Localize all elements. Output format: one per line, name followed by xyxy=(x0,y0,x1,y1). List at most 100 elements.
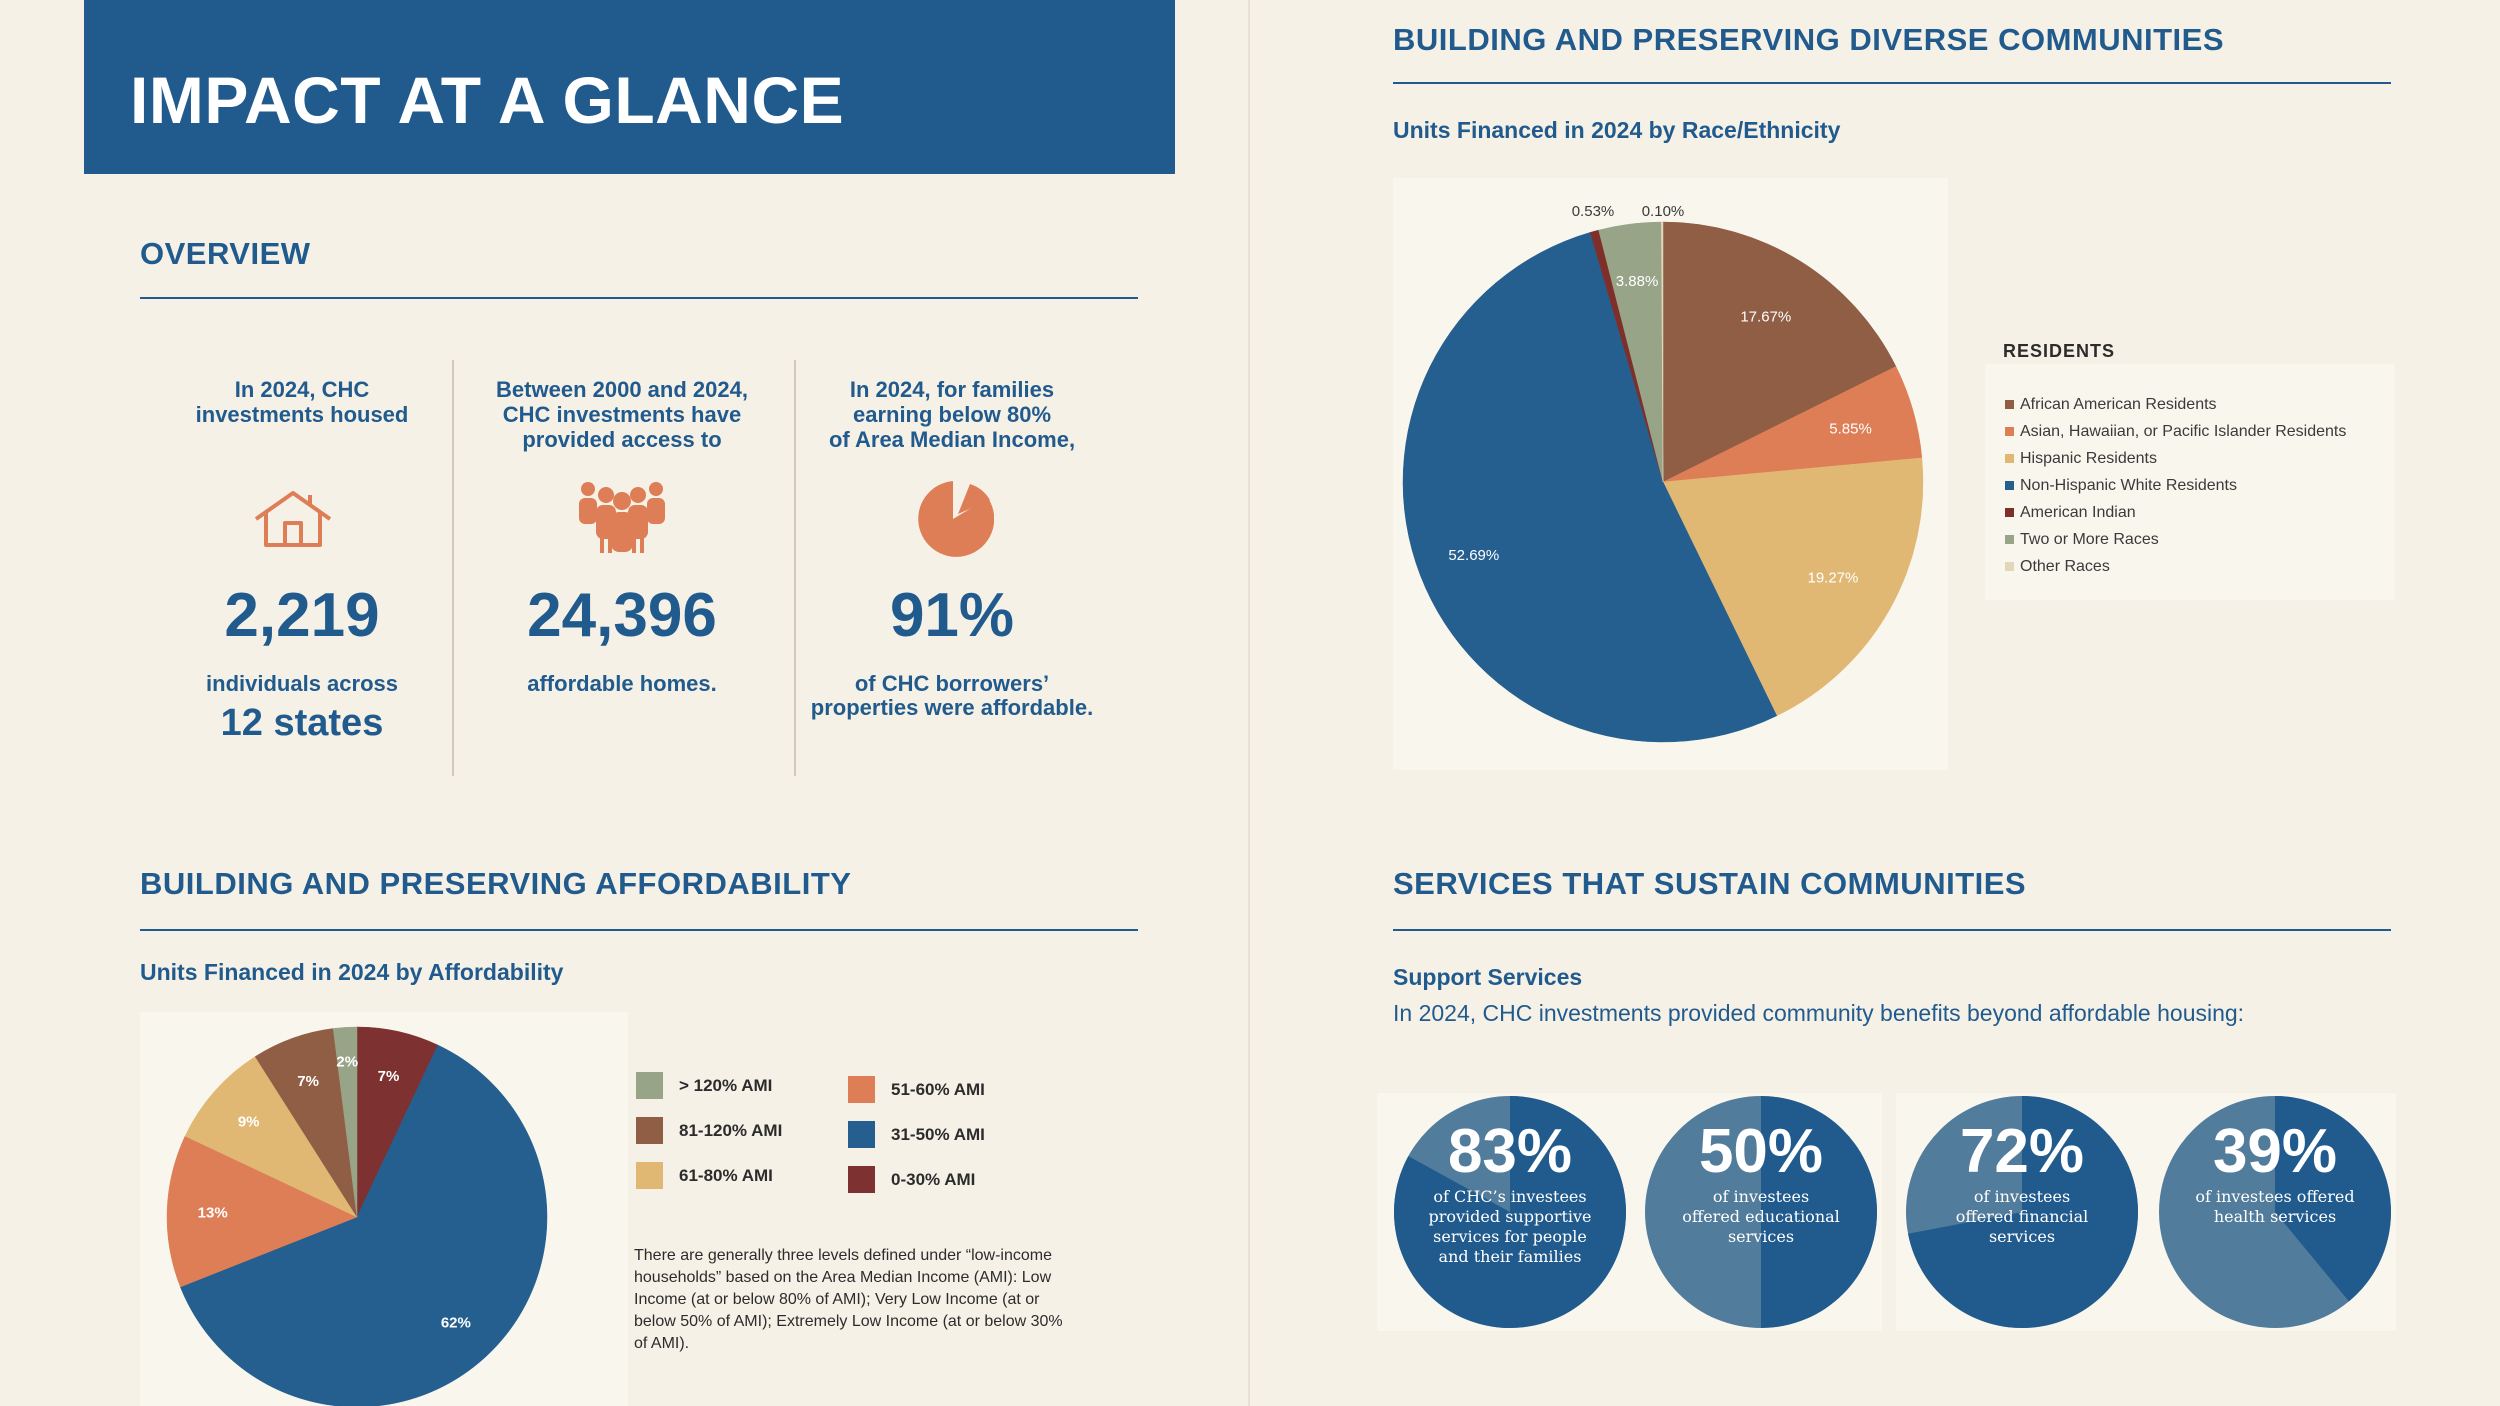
legend-swatch xyxy=(2005,535,2014,544)
pie-slice xyxy=(1661,221,1664,483)
service-caption-line: services for people xyxy=(1433,1227,1587,1246)
stat-2-intro-line: Between 2000 and 2024, xyxy=(496,377,748,402)
legend-item: African American Residents xyxy=(2005,391,2346,418)
slice-label: 0.53% xyxy=(1572,203,1615,220)
service-circle-fill xyxy=(1908,1096,2138,1328)
legend-swatch xyxy=(2005,400,2014,409)
slice-label: 0.10% xyxy=(1642,203,1685,220)
overview-rule xyxy=(140,297,1138,299)
legend-item: Non-Hispanic White Residents xyxy=(2005,472,2346,499)
title-banner xyxy=(84,0,1175,174)
service-caption-line: provided supportive xyxy=(1428,1207,1592,1226)
house-icon xyxy=(254,491,332,547)
legend-label: > 120% AMI xyxy=(679,1075,773,1095)
affordability-title: BUILDING AND PRESERVING AFFORDABILITY xyxy=(140,866,852,901)
pie-slice xyxy=(1402,232,1778,743)
legend-swatch xyxy=(2005,481,2014,490)
legend-item: 51-60% AMI xyxy=(848,1076,985,1103)
service-caption-line: offered educational xyxy=(1682,1207,1840,1226)
stat-3-value: 91% xyxy=(889,581,1015,650)
diverse-title: BUILDING AND PRESERVING DIVERSE COMMUNIT… xyxy=(1393,22,2225,57)
legend-label: Asian, Hawaiian, or Pacific Islander Res… xyxy=(2020,422,2347,440)
services-title: SERVICES THAT SUSTAIN COMMUNITIES xyxy=(1393,866,2027,901)
stat-2-intro: Between 2000 and 2024, CHC investments h… xyxy=(462,377,782,452)
support-services-text: In 2024, CHC investments provided commun… xyxy=(1393,1000,2245,1026)
race-pie-chart: 17.67% 5.85% 19.27% 52.69% 0.53% 3.88% 0.10% xyxy=(1402,203,1924,743)
pie-icon xyxy=(918,481,994,557)
people-icon xyxy=(579,482,665,553)
pie-slice xyxy=(166,1135,358,1288)
stat-3-intro-line: In 2024, for families xyxy=(849,377,1055,402)
stat-3-intro-line: earning below 80% xyxy=(852,402,1052,427)
service-caption-line: of investees xyxy=(1712,1187,1810,1206)
race-legend-title: RESIDENTS xyxy=(2003,341,2116,361)
legend-label: 61-80% AMI xyxy=(679,1165,773,1185)
service-percent: 39% xyxy=(2212,1117,2338,1186)
pie-slice xyxy=(1662,221,1897,483)
slice-label: 62% xyxy=(441,1314,471,1331)
legend-item: Asian, Hawaiian, or Pacific Islander Res… xyxy=(2005,418,2346,445)
stat-1-intro: In 2024, CHC investments housed xyxy=(142,377,462,427)
diverse-rule xyxy=(1393,82,2391,84)
legend-label: Non-Hispanic White Residents xyxy=(2020,476,2237,494)
pie-slice xyxy=(1662,457,1924,717)
legend-swatch xyxy=(2005,508,2014,517)
legend-label: 81-120% AMI xyxy=(679,1120,783,1140)
stat-1-intro-line: investments housed xyxy=(195,402,409,427)
services-rule xyxy=(1393,929,2391,931)
stat-2-value: 24,396 xyxy=(527,581,717,650)
legend-item: Hispanic Residents xyxy=(2005,445,2346,472)
stat-1-value: 2,219 xyxy=(224,581,380,650)
slice-label: 7% xyxy=(378,1068,400,1085)
legend-swatch xyxy=(2005,427,2014,436)
legend-swatch xyxy=(2005,562,2014,571)
stat-2-intro-line: CHC investments have xyxy=(502,402,742,427)
service-donut xyxy=(2159,1096,2391,1328)
service-circle-fill xyxy=(2275,1096,2391,1302)
service-circle-fill xyxy=(1394,1096,1626,1328)
legend-swatch xyxy=(848,1076,875,1103)
race-chart-subtitle: Units Financed in 2024 by Race/Ethnicity xyxy=(1393,117,1841,143)
pie-slice xyxy=(332,1026,358,1218)
slice-label: 7% xyxy=(297,1073,319,1090)
service-caption-line: services xyxy=(1988,1227,2056,1246)
service-caption-line: offered financial xyxy=(1955,1207,2089,1226)
affordability-rule xyxy=(140,929,1138,931)
legend-label: Other Races xyxy=(2020,557,2110,575)
legend-swatch xyxy=(2005,454,2014,463)
stat-2-unit: affordable homes. xyxy=(527,671,717,696)
stat-3-unit-line: of CHC borrowers’ xyxy=(854,671,1050,696)
page-divider xyxy=(1248,0,1250,1406)
stat-1-intro-line: In 2024, CHC xyxy=(234,377,370,402)
legend-label: 0-30% AMI xyxy=(891,1169,976,1189)
service-stat: 72% of investees offered financial services xyxy=(1912,1116,2132,1247)
service-donut xyxy=(1645,1096,1877,1328)
ami-note: There are generally three levels defined… xyxy=(634,1247,1063,1352)
service-caption-line: and their families xyxy=(1438,1247,1582,1266)
slice-label: 19.27% xyxy=(1807,570,1858,587)
stat-3-unit-line: properties were affordable. xyxy=(810,695,1094,720)
stat-2-intro-line: provided access to xyxy=(522,427,722,452)
legend-swatch xyxy=(636,1072,663,1099)
legend-swatch xyxy=(848,1121,875,1148)
pie-slice xyxy=(180,1044,548,1406)
legend-swatch xyxy=(636,1162,663,1189)
stat-3-unit: of CHC borrowers’ properties were afford… xyxy=(782,672,1122,720)
legend-label: Two or More Races xyxy=(2020,530,2159,548)
stat-divider-1 xyxy=(452,360,454,776)
legend-label: American Indian xyxy=(2020,503,2136,521)
slice-label: 2% xyxy=(336,1054,358,1071)
slice-label: 13% xyxy=(198,1204,228,1221)
legend-swatch xyxy=(636,1117,663,1144)
legend-item: 31-50% AMI xyxy=(848,1121,985,1148)
legend-label: 31-50% AMI xyxy=(891,1124,985,1144)
service-percent: 50% xyxy=(1698,1117,1824,1186)
service-percent: 83% xyxy=(1447,1117,1573,1186)
legend-item: Other Races xyxy=(2005,553,2346,580)
page-title: IMPACT AT A GLANCE xyxy=(130,63,845,137)
legend-item: 61-80% AMI xyxy=(636,1162,773,1189)
service-stat: 83% of CHC’s investees provided supportive… xyxy=(1400,1116,1620,1267)
service-donut xyxy=(1394,1096,1626,1328)
affordability-chart-subtitle: Units Financed in 2024 by Affordability xyxy=(140,959,564,985)
stat-3-intro-line: of Area Median Income, xyxy=(828,427,1076,452)
